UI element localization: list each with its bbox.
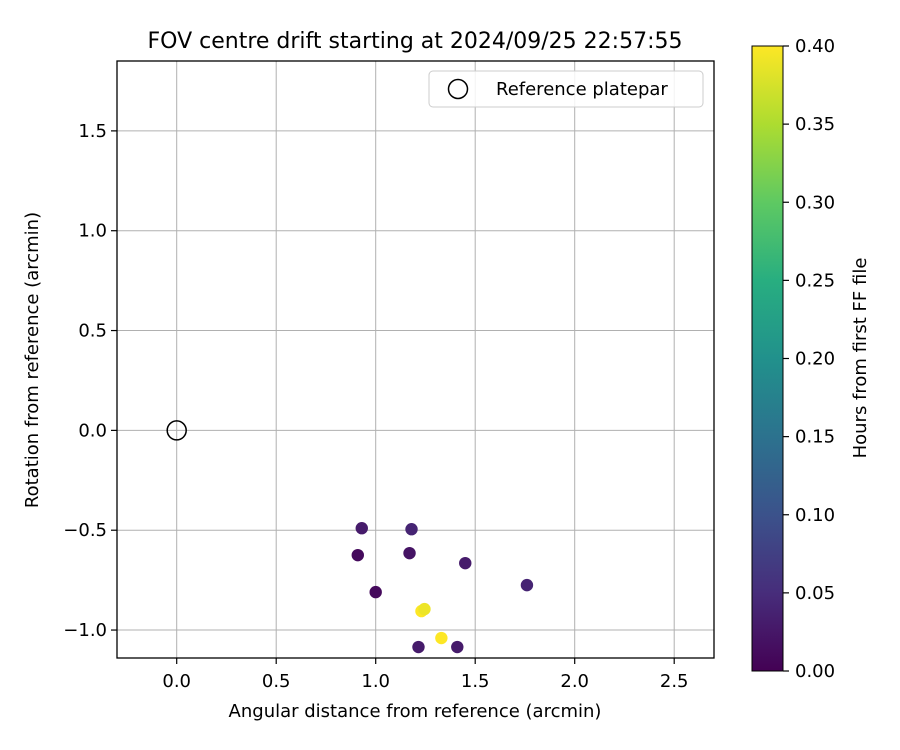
y-tick-label: 0.0 <box>78 420 107 441</box>
data-point <box>435 631 448 645</box>
data-point <box>405 523 418 536</box>
data-point <box>459 556 472 570</box>
colorbar-tick-label: 0.10 <box>795 505 835 526</box>
x-tick-label: 0.5 <box>262 671 291 692</box>
colorbar-tick-label: 0.35 <box>795 114 835 135</box>
plot-frame <box>116 60 715 659</box>
data-point <box>403 546 416 560</box>
y-tick-label: 1.5 <box>78 121 107 142</box>
chart-title: FOV centre drift starting at 2024/09/25 … <box>148 29 683 54</box>
colorbar-ticks: 0.00 0.05 0.10 0.15 0.20 0.25 0.30 0.35 0.40 <box>783 36 835 682</box>
reference-point-marker <box>166 420 187 441</box>
colorbar-tick-label: 0.15 <box>795 427 835 448</box>
data-point <box>369 585 382 599</box>
data-point <box>520 578 534 592</box>
x-tick-label: 1.5 <box>461 671 490 692</box>
colorbar-label: Hours from first FF file <box>850 258 871 459</box>
y-axis-ticks: −1.0 −0.5 0.0 0.5 1.0 1.5 <box>63 121 117 641</box>
colorbar-tick-label: 0.40 <box>795 36 835 57</box>
y-tick-label: 1.0 <box>78 221 107 242</box>
x-tick-label: 2.5 <box>660 671 689 692</box>
data-point <box>451 640 464 654</box>
colorbar-tick-label: 0.25 <box>795 270 835 291</box>
data-points <box>351 522 534 654</box>
y-tick-label: −0.5 <box>63 520 107 541</box>
data-point <box>355 522 368 535</box>
x-tick-label: 1.0 <box>361 671 390 692</box>
reference-marker-layer <box>166 420 187 441</box>
y-tick-label: 0.5 <box>78 321 107 342</box>
y-tick-label: −1.0 <box>63 620 107 641</box>
x-axis-label: Angular distance from reference (arcmin) <box>229 701 602 722</box>
colorbar: 0.00 0.05 0.10 0.15 0.20 0.25 0.30 0.35 0.40 Hou… <box>751 36 871 682</box>
colorbar-tick-label: 0.30 <box>795 192 835 213</box>
grid <box>117 61 714 658</box>
data-point <box>418 602 431 616</box>
y-axis-label: Rotation from reference (arcmin) <box>22 212 43 508</box>
colorbar-tick-label: 0.00 <box>795 661 835 682</box>
data-point <box>351 548 364 562</box>
legend-label: Reference platepar <box>496 79 668 100</box>
colorbar-gradient <box>751 45 784 672</box>
legend-reference-marker <box>447 78 469 100</box>
x-axis-ticks: 0.0 0.5 1.0 1.5 2.0 2.5 <box>162 658 689 692</box>
colorbar-tick-label: 0.20 <box>795 349 835 370</box>
data-point <box>412 640 425 654</box>
legend: Reference platepar <box>428 70 704 108</box>
colorbar-tick-label: 0.05 <box>795 583 835 604</box>
x-tick-label: 0.0 <box>162 671 191 692</box>
x-tick-label: 2.0 <box>560 671 589 692</box>
legend-box <box>428 70 704 108</box>
